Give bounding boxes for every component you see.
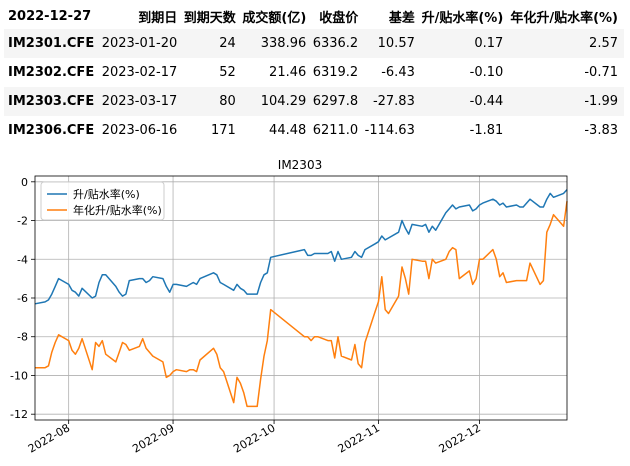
table-body: IM2301.CFE 2023-01-20 24 338.96 6336.2 10.57 0…	[4, 29, 624, 145]
legend-label: 升/贴水率(%)	[73, 187, 140, 201]
x-tick-label: 2022-12	[437, 421, 483, 455]
table-cell: 10.57	[377, 36, 415, 51]
y-tick-label: -8	[17, 331, 28, 344]
x-axis-ticks: 2022-08 2022-09 2022-10 2022-11 2022-12	[26, 420, 483, 456]
table-cell: 2023-02-17	[101, 65, 178, 80]
table-row: IM2301.CFE 2023-01-20 24 338.96 6336.2 10.57 0…	[4, 29, 624, 58]
y-tick-label: -6	[17, 292, 28, 305]
table-cell: 2.57	[589, 36, 618, 51]
series-lines	[34, 189, 568, 408]
table-cell: 24	[219, 36, 236, 51]
table-cell: 2023-06-16	[101, 123, 178, 138]
table-cell: -114.63	[364, 123, 415, 138]
table-cell: 0.17	[474, 36, 504, 51]
table-cell: -6.43	[381, 65, 415, 80]
y-tick-label: -2	[17, 215, 28, 228]
table-cell: 80	[219, 94, 236, 109]
table-cell: 6319.2	[312, 65, 359, 80]
x-tick-label: 2022-11	[336, 421, 382, 455]
contract-code: IM2301.CFE	[8, 36, 95, 51]
table-cell: -0.44	[469, 94, 504, 109]
table-cell: -27.83	[372, 94, 415, 109]
y-tick-label: -4	[17, 253, 28, 266]
table-cell: 6211.0	[312, 123, 359, 138]
table-cell: -3.83	[584, 123, 618, 138]
table-row: IM2303.CFE 2023-03-17 80 104.29 6297.8 -27.83…	[4, 87, 624, 116]
table-cell: 2023-03-17	[101, 94, 178, 109]
legend: 升/贴水率(%) 年化升/贴水率(%)	[40, 181, 165, 221]
table-cell: -0.71	[584, 65, 618, 80]
x-tick-label: 2022-09	[130, 421, 176, 455]
series-line	[35, 201, 568, 408]
column-header: 年化升/贴水率(%)	[510, 10, 618, 26]
table-row: IM2306.CFE 2023-06-16 171 44.48 6211.0 -114.6…	[4, 116, 624, 145]
table-cell: 6336.2	[312, 36, 359, 51]
table-cell: 6297.8	[312, 94, 359, 109]
contract-code: IM2302.CFE	[8, 65, 95, 80]
table-cell: 2023-01-20	[101, 36, 178, 51]
table-cell: 171	[210, 123, 236, 138]
chart-title: IM2303	[278, 158, 322, 172]
y-tick-label: 0	[21, 176, 28, 189]
table-cell: -1.81	[469, 123, 504, 138]
futures-table: 2022-12-27 到期日 到期天数 成交额(亿) 收盘价 基差 升/贴水率(%) 年化升/…	[4, 3, 624, 145]
y-axis-ticks: 0 -2 -4 -6 -8 -10 -12	[10, 176, 35, 421]
column-header: 收盘价	[319, 10, 359, 26]
table-row: IM2302.CFE 2023-02-17 52 21.46 6319.2 -6.43 -0…	[4, 58, 624, 87]
x-tick-label: 2022-08	[26, 421, 72, 455]
table-cell: -0.10	[469, 65, 504, 80]
contract-code: IM2306.CFE	[8, 123, 95, 138]
contract-code: IM2303.CFE	[8, 94, 95, 109]
table-cell: 338.96	[260, 36, 307, 51]
y-tick-label: -10	[10, 369, 28, 382]
legend-label: 年化升/贴水率(%)	[73, 203, 162, 217]
column-header: 基差	[388, 10, 415, 26]
column-header: 到期天数	[183, 10, 236, 26]
chart-grid	[35, 176, 567, 420]
header-date: 2022-12-27	[8, 8, 92, 24]
table-cell: 104.29	[260, 94, 307, 109]
table-cell: 52	[219, 65, 236, 80]
series-line	[34, 189, 568, 305]
table-header-row: 2022-12-27 到期日 到期天数 成交额(亿) 收盘价 基差 升/贴水率(%) 年化升/…	[4, 3, 624, 29]
x-tick-label: 2022-10	[231, 421, 277, 455]
column-header: 成交额(亿)	[242, 10, 307, 26]
table-cell: 44.48	[269, 123, 307, 138]
legend-box	[40, 181, 165, 221]
column-header: 到期日	[138, 10, 178, 26]
table-cell: 21.46	[269, 65, 307, 80]
basis-rate-chart: IM2303 0-2-4-6-8-10-12 2022-08 2022-09 202…	[10, 158, 568, 456]
plot-frame	[34, 175, 568, 421]
column-header: 升/贴水率(%)	[421, 10, 504, 26]
table-cell: -1.99	[584, 94, 618, 109]
y-tick-label: -12	[10, 408, 28, 421]
